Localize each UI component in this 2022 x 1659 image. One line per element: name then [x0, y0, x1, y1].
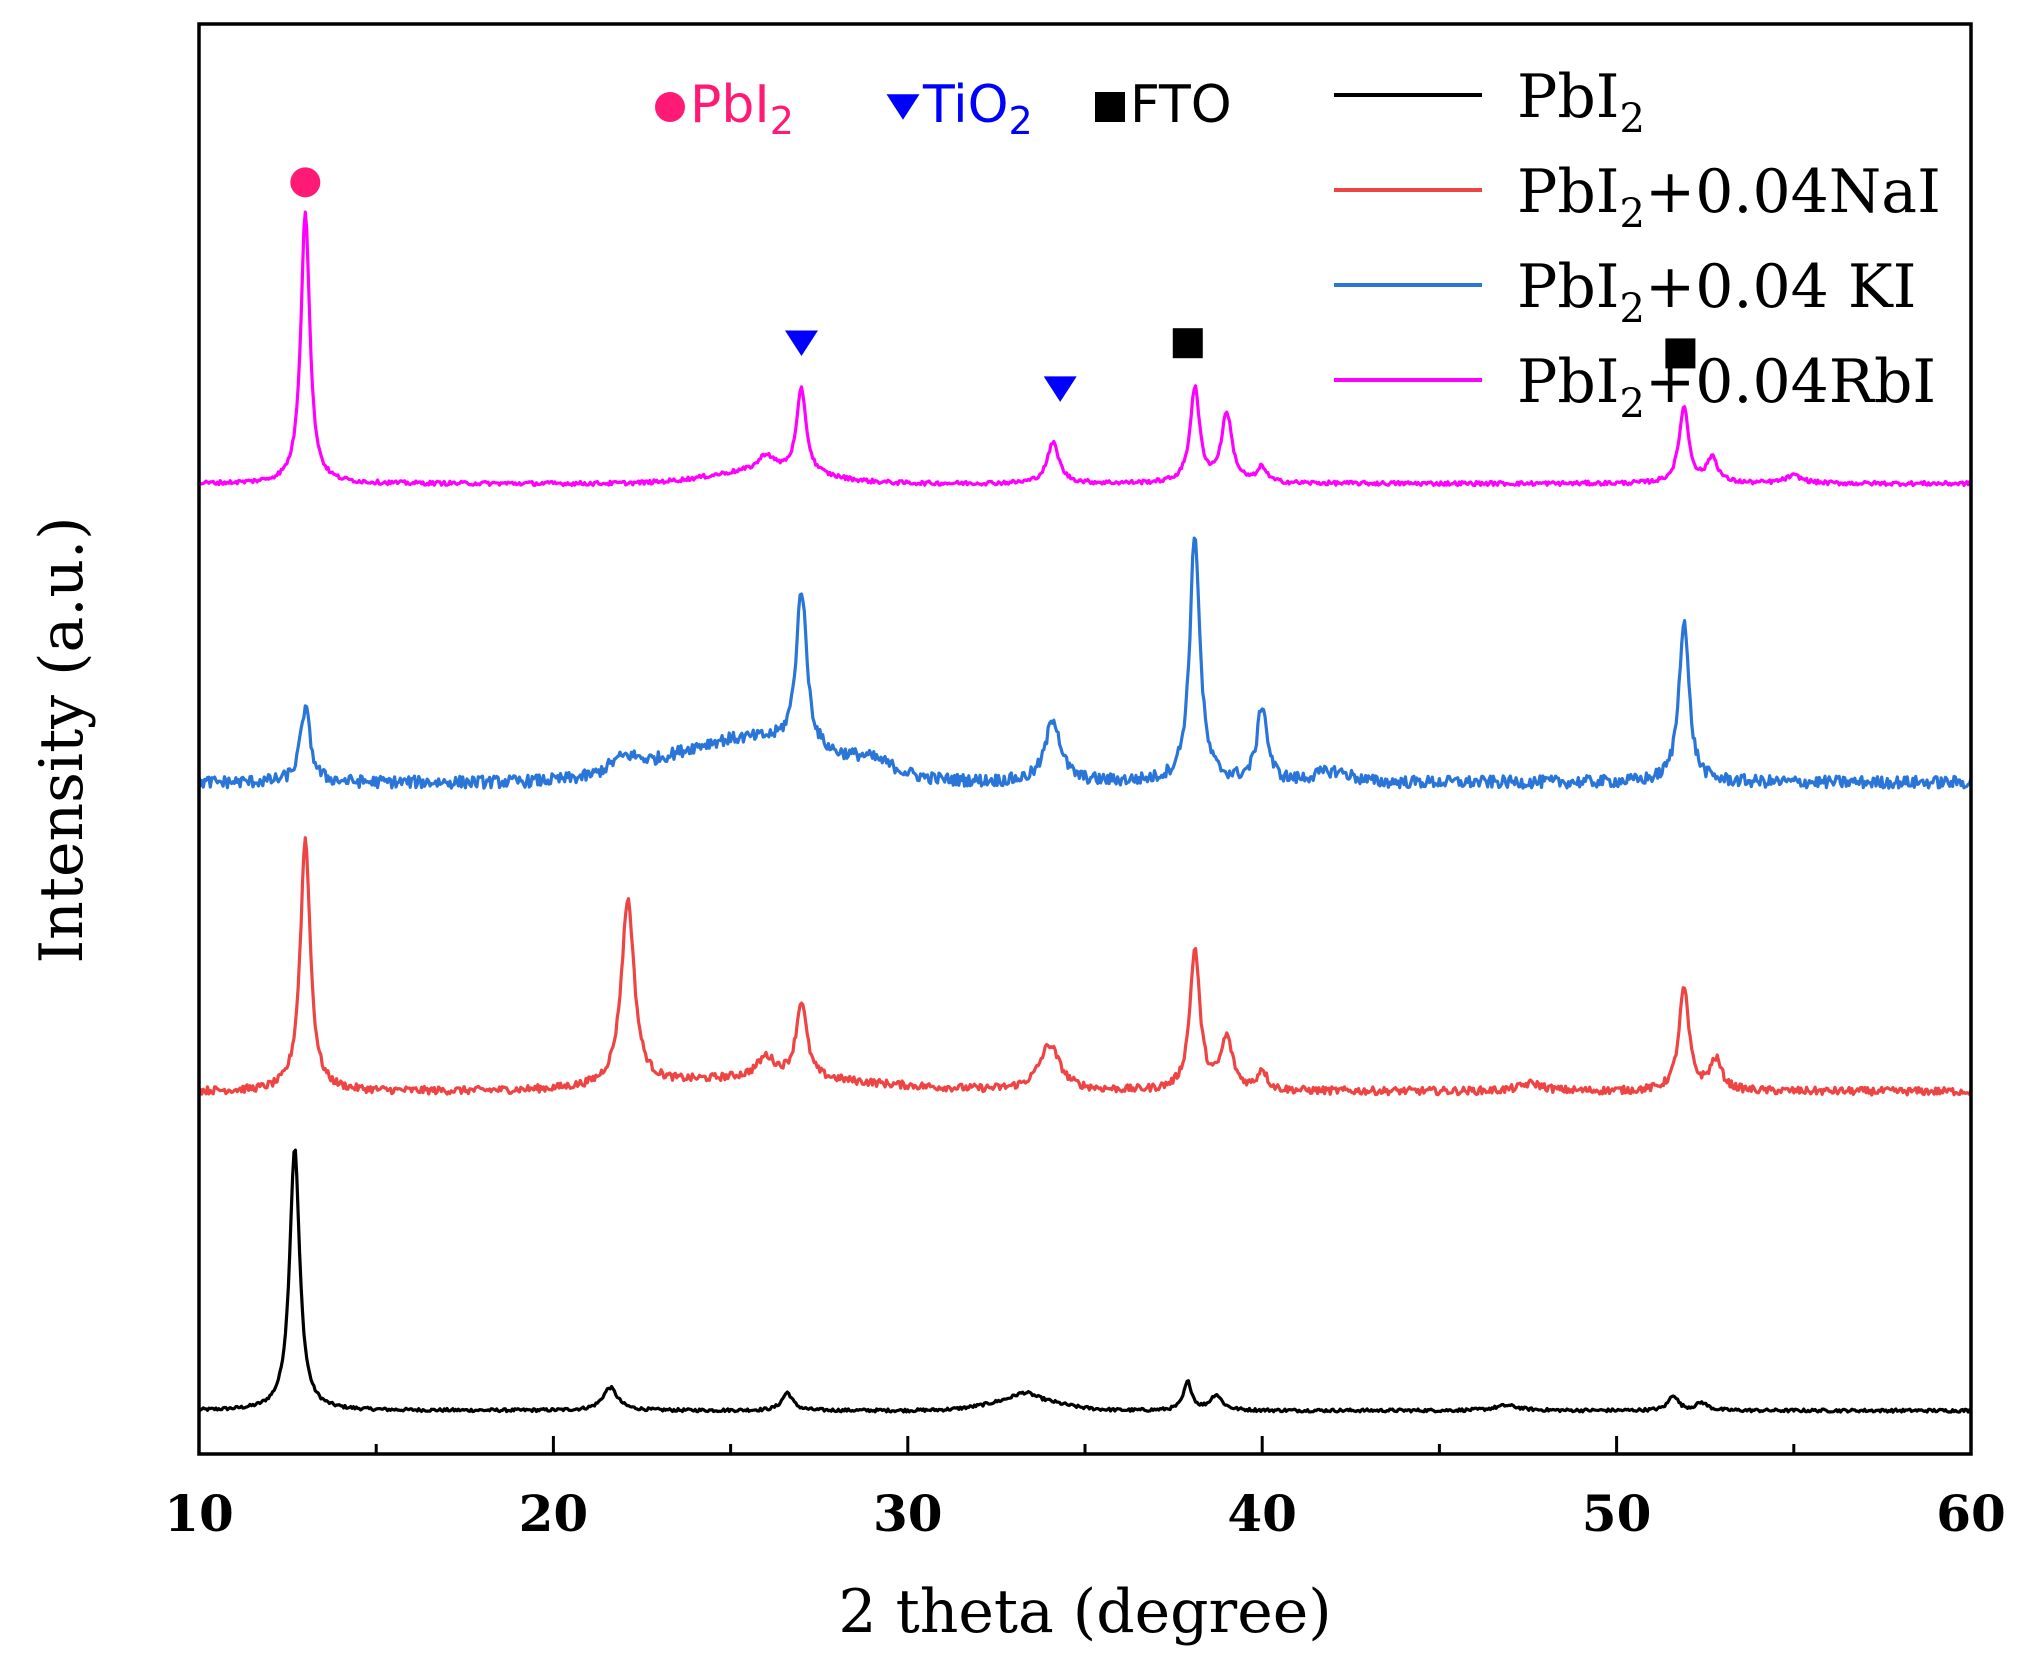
x-tick-label: 40 — [1227, 1484, 1297, 1543]
axes-frame — [197, 22, 1973, 1456]
peak-marker-layer — [290, 167, 1696, 402]
plot-area: 10 20 30 40 50 60 — [164, 22, 2006, 1543]
peak-marker-fto — [1665, 338, 1696, 369]
x-axis-title: 2 theta (degree) — [838, 1577, 1331, 1647]
marker-key-label: TiO2 — [922, 75, 1033, 143]
x-tick-label: 20 — [519, 1484, 589, 1543]
marker-key-symbol — [1095, 92, 1125, 122]
peak-marker-fto — [1172, 328, 1203, 359]
series-line-1 — [197, 836, 1973, 1097]
legend-label: PbI2 — [1517, 62, 1645, 142]
peak-marker-tio2 — [784, 330, 818, 356]
series-line-0 — [198, 1148, 1973, 1414]
series-line-3 — [198, 210, 1973, 488]
marker-key-symbol — [886, 94, 920, 120]
peak-marker-tio2 — [1043, 376, 1077, 402]
marker-key-label: FTO — [1130, 75, 1232, 135]
x-axis-ticks: 10 20 30 40 50 60 — [164, 1436, 2006, 1543]
x-tick-label: 30 — [873, 1484, 943, 1543]
series-layer — [197, 210, 1973, 1414]
marker-key-symbol — [655, 92, 685, 122]
series-line-2 — [197, 536, 1973, 790]
y-axis-title: Intensity (a.u.) — [27, 516, 97, 963]
legend-label: PbI2+0.04RbI — [1517, 347, 1936, 427]
marker-key-label: PbI2 — [690, 75, 794, 143]
x-tick-label: 60 — [1936, 1484, 2006, 1543]
legend: PbI2 PbI2+0.04NaI PbI2+0.04 KI PbI2+0.04RbI — [1334, 62, 1941, 427]
legend-label: PbI2+0.04 KI — [1517, 252, 1916, 332]
x-tick-label: 50 — [1582, 1484, 1652, 1543]
peak-marker-pbi2 — [290, 167, 321, 198]
legend-label: PbI2+0.04NaI — [1517, 157, 1941, 237]
phase-marker-key: PbI2 TiO2 FTO — [655, 75, 1232, 143]
x-tick-label: 10 — [164, 1484, 234, 1543]
